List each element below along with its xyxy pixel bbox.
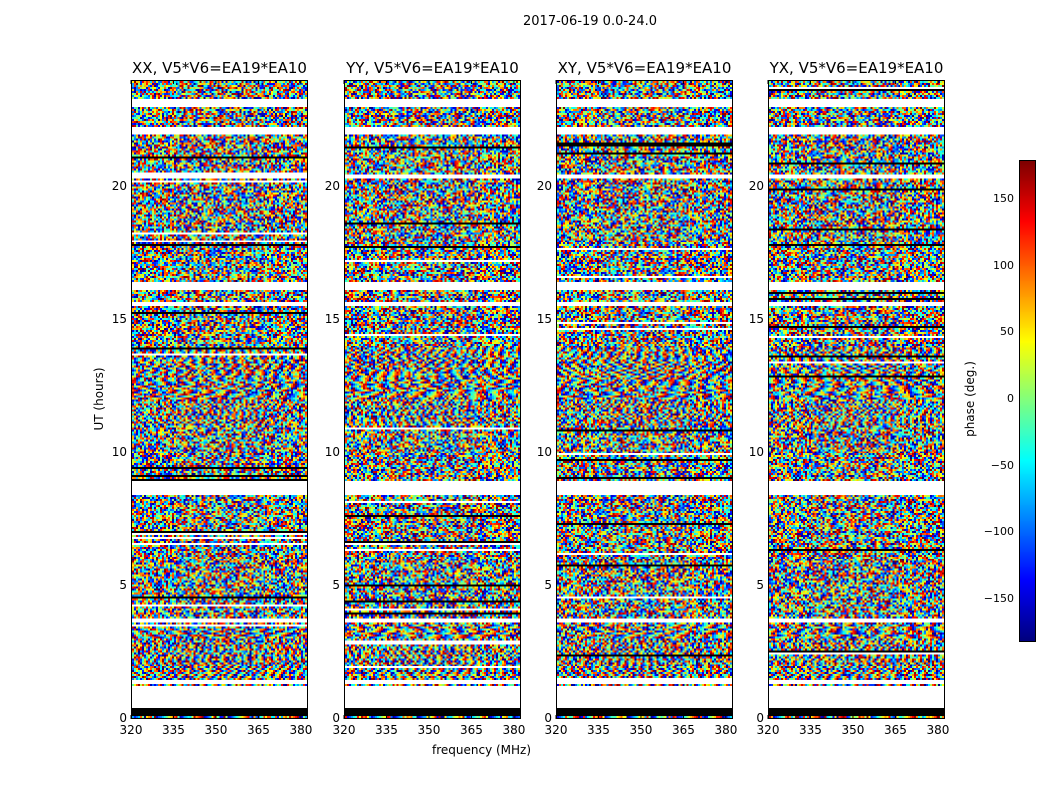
y-tick-label: 0 [119,711,127,725]
y-tick-label: 5 [119,577,127,592]
x-tick-label: 365 [246,723,270,737]
x-tick-label: 365 [671,723,695,737]
y-tick-label: 5 [544,577,552,592]
x-tick-label: 350 [204,723,228,737]
x-tick-label: 365 [459,723,483,737]
y-axis-label: UT (hours) [92,367,106,431]
y-tick-label: 15 [111,311,127,326]
colorbar [1019,160,1036,642]
y-tick-label: 20 [324,178,340,193]
y-tick-label: 10 [748,444,764,459]
colorbar-tick-label: 50 [1000,325,1014,339]
x-tick-label: 365 [883,723,907,737]
colorbar-tick-label: 150 [993,192,1014,205]
y-tick-label: 10 [111,444,127,459]
phase-waterfall-0 [131,80,308,719]
x-tick-label: 380 [714,723,738,737]
x-tick-label: 335 [587,723,610,737]
x-tick-label: 320 [119,723,143,737]
panel-title: XX, V5*V6=EA19*EA10 [132,59,307,77]
x-axis-label: frequency (MHz) [432,743,532,757]
colorbar-tick-label: −100 [983,525,1014,539]
y-tick-label: 20 [111,178,127,193]
y-tick-label: 15 [324,311,340,326]
x-tick-label: 350 [629,723,653,737]
y-tick-label: 5 [332,577,340,592]
x-tick-label: 380 [289,723,313,737]
y-tick-label: 10 [536,444,552,459]
y-tick-label: 5 [756,577,764,592]
y-tick-label: 0 [332,711,340,725]
phase-waterfall-3 [768,80,945,719]
y-tick-label: 15 [748,311,764,326]
x-tick-label: 350 [841,723,865,737]
x-tick-label: 335 [162,723,185,737]
panel-title: YX, V5*V6=EA19*EA10 [769,59,944,77]
figure-title: 2017-06-19 0.0-24.0 [523,14,657,29]
colorbar-tick-label: 100 [993,258,1014,272]
x-tick-label: 320 [332,723,356,737]
x-tick-label: 380 [926,723,950,737]
x-tick-label: 380 [502,723,526,737]
y-tick-label: 15 [536,311,552,326]
phase-waterfall-2 [556,80,733,719]
colorbar-tick-label: 0 [1007,392,1014,405]
y-tick-label: 0 [756,711,764,725]
phase-waterfall-1 [344,80,521,719]
colorbar-tick-label: −150 [983,592,1014,605]
colorbar-tick-label: −50 [990,458,1014,472]
y-tick-label: 10 [324,444,340,459]
panel-title: XY, V5*V6=EA19*EA10 [557,59,732,77]
y-tick-label: 20 [748,178,764,193]
x-tick-label: 320 [544,723,568,737]
x-tick-label: 335 [799,723,822,737]
x-tick-label: 350 [417,723,441,737]
x-tick-label: 335 [375,723,398,737]
y-tick-label: 0 [544,711,552,725]
x-tick-label: 320 [756,723,780,737]
panel-title: YY, V5*V6=EA19*EA10 [346,59,519,77]
y-tick-label: 20 [536,178,552,193]
